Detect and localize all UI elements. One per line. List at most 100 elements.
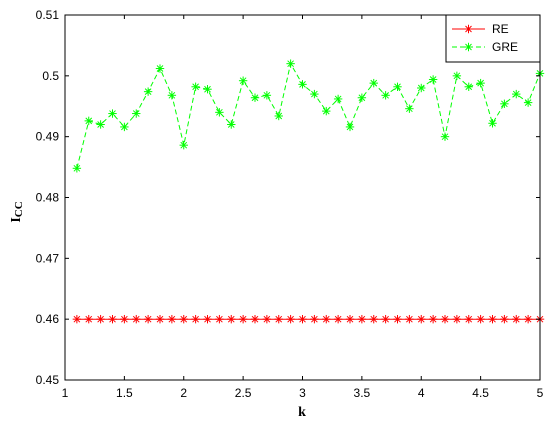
series-gre-point [179,140,188,150]
x-tick-label: 1 [62,386,69,400]
series-re-point [238,314,248,324]
series-re-point [84,314,93,324]
series-re-point [298,314,307,324]
series-re-point [96,314,105,324]
series-gre-point [357,93,367,102]
series-re-point [369,314,378,324]
x-tick-label: 1.5 [116,386,133,400]
y-tick-label: 0.48 [36,191,60,205]
series-re-point [464,314,473,324]
series-re-point [72,314,82,324]
series-gre-point [250,93,260,102]
series-gre-line [76,62,541,169]
x-tick-label: 2 [180,386,187,400]
y-tick-label: 0.51 [36,8,60,22]
series-gre-point [381,91,390,100]
series-re-point [286,314,295,324]
x-ticks: 1 1.5 2 2.5 3 3.5 4 4.5 5 [62,15,544,400]
series-gre-point [215,108,224,117]
series-gre-point [440,132,450,141]
series-gre-point [227,120,236,129]
series-re-point [203,314,212,324]
series-gre-point [417,83,426,93]
series-re-point [120,314,129,324]
series-re-point [405,314,414,324]
x-tick-label: 5 [537,386,544,400]
legend-items: RE GRE [452,22,518,54]
series-re-point [167,314,177,324]
series-gre-point [512,89,521,99]
series-re-point [488,314,497,324]
series-re-point [333,314,343,324]
legend-marker-re [464,24,473,34]
x-tick-label: 3.5 [354,386,371,400]
series-gre-point [120,122,129,132]
series-gre-point [191,82,200,91]
series-re-point [274,314,283,324]
series-gre-point [452,71,462,81]
series-re-point [440,314,450,324]
y-tick-label: 0.47 [36,251,60,265]
legend-label-re: RE [492,22,509,36]
series-gre-point [393,82,402,91]
y-tick-label: 0.45 [36,373,60,387]
series-re-point [417,314,426,324]
legend-label-gre: GRE [492,40,518,54]
series-re-point [476,314,485,324]
y-ticks: 0.45 0.46 0.47 0.48 0.49 0.5 0.51 [36,8,540,387]
series-gre-point [84,116,93,126]
series-gre-point [167,91,177,100]
series-re-point [132,314,141,324]
x-axis-label: k [298,405,306,420]
series-re-point [357,314,367,324]
series-gre-point [286,59,295,68]
series-re [72,314,545,324]
series-gre-point [96,120,105,129]
series-gre-point [155,64,165,73]
series-re-point [322,314,331,324]
x-tick-label: 4 [418,386,425,400]
y-tick-label: 0.49 [36,130,60,144]
x-tick-label: 2.5 [235,386,252,400]
series-re-point [262,314,272,324]
y-axis-label-sub: CC [13,201,25,217]
series-gre-point [333,94,343,104]
legend-marker-gre [464,42,473,52]
series-layer [72,59,545,324]
series-gre-point [369,78,378,88]
y-tick-label: 0.46 [36,312,60,326]
y-tick-label: 0.5 [42,69,59,83]
series-gre-point [464,82,473,91]
series-re-point [512,314,521,324]
series-gre-point [238,76,248,85]
series-gre-point [310,89,319,99]
series-gre-point [428,75,438,84]
legend-box [445,14,541,63]
series-gre-point [322,106,331,116]
series-re-point [179,314,188,324]
legend: RE GRE [445,14,541,63]
series-re-point [215,314,224,324]
series-gre-point [523,98,533,107]
svg-text:ICC: ICC [9,201,25,222]
series-re-point [250,314,260,324]
series-gre [72,59,545,173]
plot-area [65,15,540,380]
series-gre-point [108,109,117,118]
series-re-point [523,314,533,324]
legend-item-re: RE [452,22,509,36]
series-gre-point [72,164,82,173]
series-re-point [452,314,462,324]
series-gre-point [298,80,307,89]
y-axis-label-main: I [9,217,24,222]
series-re-point [227,314,236,324]
series-gre-point [500,99,509,109]
series-gre-point [274,111,283,121]
x-tick-label: 4.5 [472,386,489,400]
series-gre-point [345,122,355,132]
series-re-point [381,314,390,324]
series-gre-point [143,87,153,96]
series-gre-point [476,78,485,88]
series-re-point [155,314,165,324]
